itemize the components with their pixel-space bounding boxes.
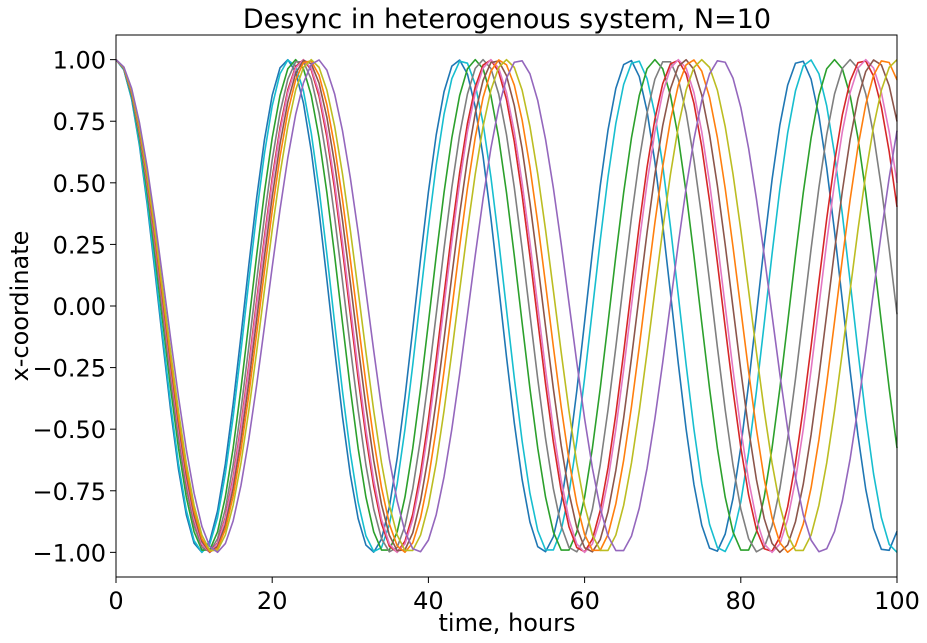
series-line-7 <box>115 58 898 554</box>
series-line-2 <box>115 59 898 554</box>
series-line-4 <box>115 58 898 553</box>
x-axis: 0 20 40 60 80 100 <box>108 577 920 615</box>
series-line-3 <box>115 58 898 551</box>
x-tick-label: 100 <box>874 587 920 615</box>
chart-title: Desync in heterogenous system, N=10 <box>243 4 771 35</box>
x-tick-label: 0 <box>108 587 123 615</box>
y-tick-label: −1.00 <box>32 539 106 567</box>
y-tick-label: 0.50 <box>53 170 106 198</box>
series-line-8 <box>115 59 898 554</box>
y-tick-label: 0.00 <box>53 293 106 321</box>
x-tick-label: 40 <box>413 587 444 615</box>
y-tick-label: 0.75 <box>53 108 106 136</box>
y-tick-label: −0.50 <box>32 416 106 444</box>
y-tick-label: −0.25 <box>32 355 106 383</box>
series-line-6 <box>115 58 898 554</box>
x-axis-title: time, hours <box>439 609 576 637</box>
series-line-1 <box>115 58 898 554</box>
y-axis: 1.00 0.75 0.50 0.25 0.00 −0.25 −0.50 −0.75 −1.00 <box>32 47 116 567</box>
plot-area <box>115 34 898 578</box>
series-group <box>115 58 898 554</box>
x-tick-label: 60 <box>569 587 600 615</box>
y-tick-label: 0.25 <box>53 231 106 259</box>
series-line-9 <box>115 58 898 552</box>
x-tick-label: 20 <box>257 587 288 615</box>
x-tick-label: 80 <box>726 587 757 615</box>
series-line-10 <box>115 59 898 554</box>
y-axis-title: x-coordinate <box>6 231 34 382</box>
y-tick-label: 1.00 <box>53 47 106 75</box>
y-tick-label: −0.75 <box>32 478 106 506</box>
